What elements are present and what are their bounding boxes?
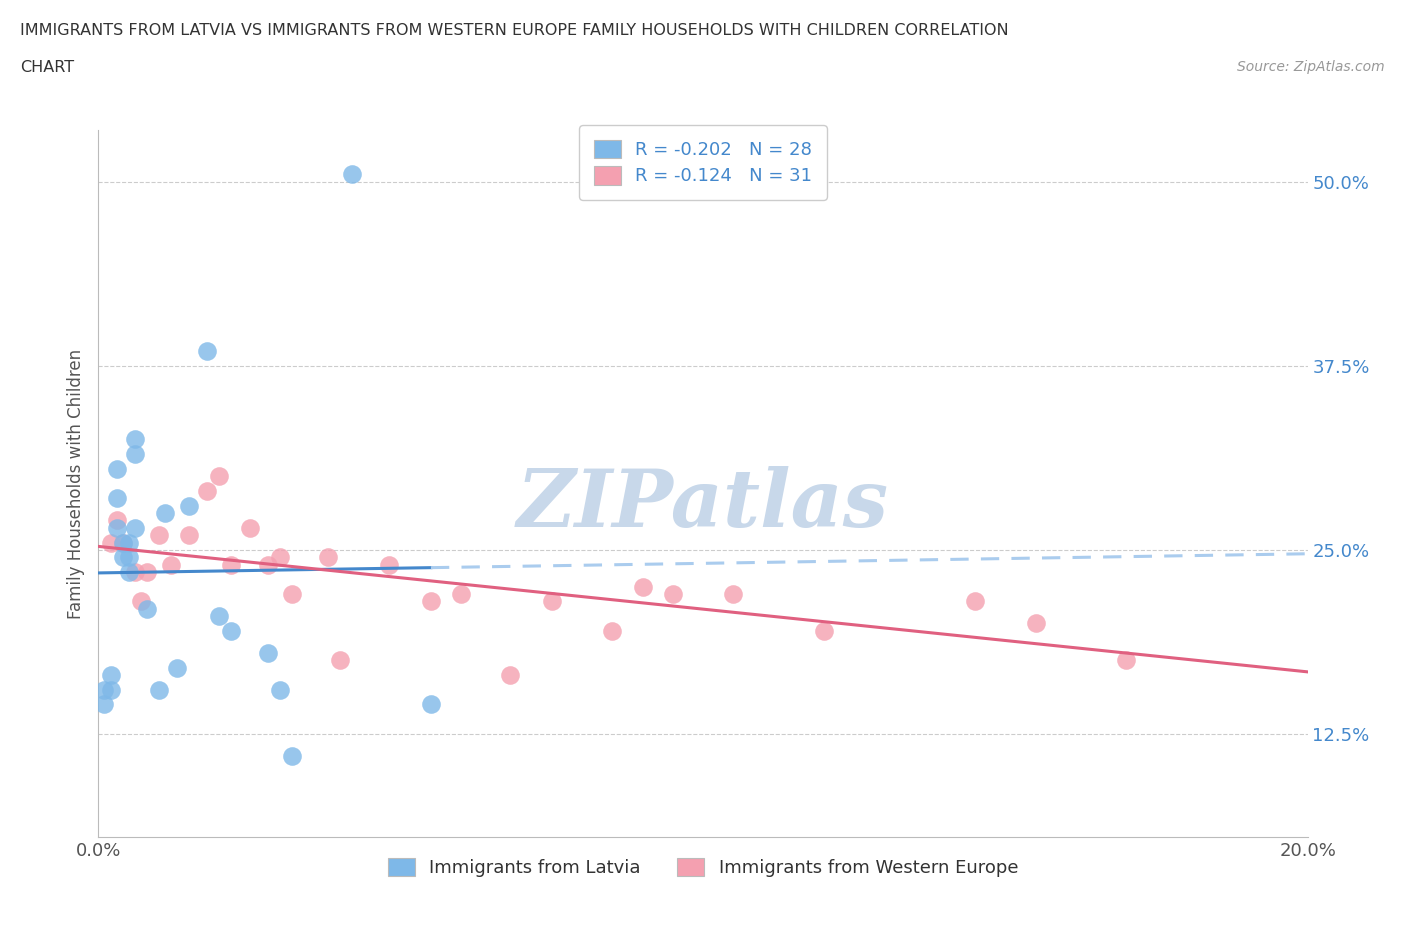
Point (124, 521, 146, 536)
Point (256, 645, 278, 660)
Point (269, 683, 291, 698)
Point (105, 461, 128, 476)
Point (239, 521, 262, 536)
Legend: Immigrants from Latvia, Immigrants from Western Europe: Immigrants from Latvia, Immigrants from … (374, 844, 1032, 892)
Point (148, 683, 170, 698)
Point (111, 550, 134, 565)
Point (179, 527, 201, 542)
Point (540, 594, 562, 609)
Point (420, 698, 443, 712)
Text: CHART: CHART (20, 60, 73, 75)
Point (1024, 616, 1046, 631)
Point (100, 683, 122, 698)
Point (93, 683, 115, 698)
Text: IMMIGRANTS FROM LATVIA VS IMMIGRANTS FROM WESTERN EUROPE FAMILY HOUSEHOLDS WITH : IMMIGRANTS FROM LATVIA VS IMMIGRANTS FRO… (20, 23, 1008, 38)
Point (124, 432, 146, 447)
Point (160, 557, 183, 572)
Point (124, 446, 146, 461)
Point (179, 498, 201, 513)
Y-axis label: Family Households with Children: Family Households with Children (66, 349, 84, 618)
Text: ZIPatlas: ZIPatlas (517, 466, 889, 543)
Point (281, 587, 304, 602)
Point (111, 535, 134, 550)
Point (166, 660, 188, 675)
Point (105, 521, 128, 536)
Text: Source: ZipAtlas.com: Source: ZipAtlas.com (1237, 60, 1385, 74)
Point (1115, 653, 1137, 668)
Point (329, 653, 352, 668)
Point (195, 484, 218, 498)
Point (281, 749, 304, 764)
Point (269, 550, 291, 565)
Point (377, 557, 399, 572)
Point (221, 557, 243, 572)
Point (723, 587, 745, 602)
Point (221, 623, 243, 638)
Point (100, 535, 122, 550)
Point (100, 668, 122, 683)
Point (129, 594, 152, 609)
Point (118, 535, 141, 550)
Point (118, 565, 141, 579)
Point (118, 550, 141, 565)
Point (661, 587, 683, 602)
Point (342, 167, 364, 182)
Point (135, 602, 157, 617)
Point (148, 527, 170, 542)
Point (208, 609, 231, 624)
Point (602, 623, 624, 638)
Point (813, 623, 835, 638)
Point (153, 506, 176, 521)
Point (316, 550, 339, 565)
Point (105, 513, 128, 528)
Point (498, 668, 520, 683)
Point (965, 594, 987, 609)
Point (195, 344, 218, 359)
Point (420, 594, 443, 609)
Point (111, 535, 134, 550)
Point (450, 587, 472, 602)
Point (631, 579, 654, 594)
Point (135, 565, 157, 579)
Point (208, 469, 231, 484)
Point (93, 698, 115, 712)
Point (105, 491, 128, 506)
Point (256, 557, 278, 572)
Point (124, 565, 146, 579)
